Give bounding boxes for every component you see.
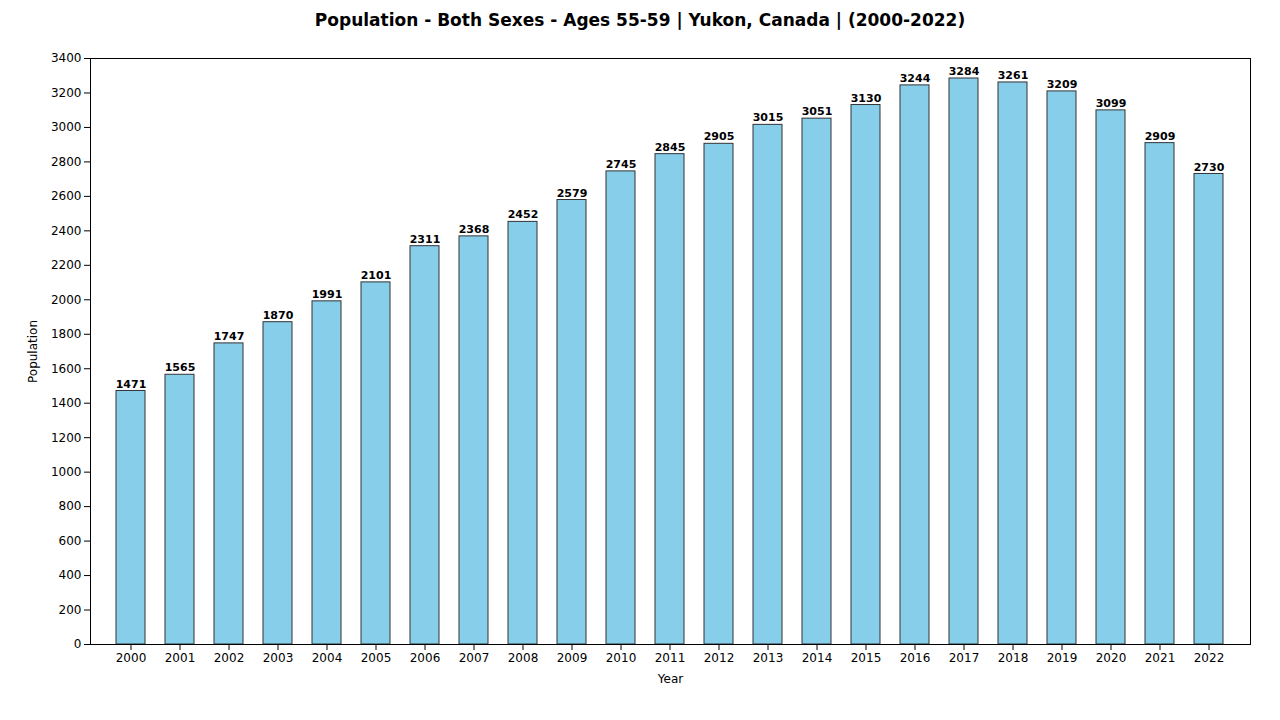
- svg-text:1870: 1870: [263, 309, 294, 322]
- svg-text:2001: 2001: [165, 651, 196, 665]
- svg-text:2009: 2009: [557, 651, 588, 665]
- svg-text:2008: 2008: [508, 651, 539, 665]
- svg-text:1800: 1800: [51, 327, 82, 341]
- svg-text:3261: 3261: [998, 69, 1029, 82]
- svg-text:2011: 2011: [655, 651, 686, 665]
- svg-text:2004: 2004: [312, 651, 343, 665]
- svg-text:1000: 1000: [51, 465, 82, 479]
- svg-text:2006: 2006: [410, 651, 441, 665]
- svg-text:2200: 2200: [51, 258, 82, 272]
- svg-text:1400: 1400: [51, 396, 82, 410]
- svg-text:2000: 2000: [51, 293, 82, 307]
- svg-text:3000: 3000: [51, 120, 82, 134]
- svg-text:2021: 2021: [1145, 651, 1176, 665]
- svg-text:3015: 3015: [753, 111, 784, 124]
- svg-text:Population: Population: [26, 320, 40, 383]
- svg-text:2020: 2020: [1096, 651, 1127, 665]
- svg-text:2014: 2014: [802, 651, 833, 665]
- svg-text:2579: 2579: [557, 187, 588, 200]
- html-text:Population - Both Sexes - Ages: Population - Both Sexes - Ages 55-59 | Y…: [314, 10, 966, 30]
- svg-text:2005: 2005: [361, 651, 392, 665]
- svg-text:2800: 2800: [51, 155, 82, 169]
- svg-text:2400: 2400: [51, 224, 82, 238]
- svg-text:800: 800: [59, 499, 82, 513]
- svg-text:2600: 2600: [51, 189, 82, 203]
- svg-text:2101: 2101: [361, 269, 392, 282]
- svg-text:2012: 2012: [704, 651, 735, 665]
- svg-text:2016: 2016: [900, 651, 931, 665]
- svg-text:3209: 3209: [1047, 78, 1078, 91]
- svg-text:1471: 1471: [116, 377, 147, 390]
- svg-text:2368: 2368: [459, 223, 490, 236]
- svg-text:2018: 2018: [998, 651, 1029, 665]
- svg-text:400: 400: [59, 568, 82, 582]
- svg-text:2905: 2905: [704, 130, 735, 143]
- svg-text:2007: 2007: [459, 651, 490, 665]
- svg-text:0: 0: [74, 637, 82, 651]
- svg-text:3244: 3244: [900, 72, 931, 85]
- svg-text:200: 200: [59, 603, 82, 617]
- svg-text:2003: 2003: [263, 651, 294, 665]
- svg-text:2017: 2017: [949, 651, 980, 665]
- svg-text:Year: Year: [657, 672, 683, 686]
- svg-text:2013: 2013: [753, 651, 784, 665]
- svg-text:2002: 2002: [214, 651, 245, 665]
- svg-text:3200: 3200: [51, 86, 82, 100]
- svg-text:600: 600: [59, 534, 82, 548]
- svg-text:3284: 3284: [949, 65, 980, 78]
- svg-text:2010: 2010: [606, 651, 637, 665]
- svg-text:2019: 2019: [1047, 651, 1078, 665]
- svg-text:3130: 3130: [851, 92, 882, 105]
- svg-text:1747: 1747: [214, 330, 245, 343]
- svg-text:1200: 1200: [51, 431, 82, 445]
- svg-text:3099: 3099: [1096, 97, 1127, 110]
- svg-text:3051: 3051: [802, 105, 833, 118]
- svg-text:2730: 2730: [1194, 160, 1225, 173]
- svg-text:1565: 1565: [165, 361, 196, 374]
- svg-text:2909: 2909: [1145, 130, 1176, 143]
- svg-text:2311: 2311: [410, 233, 441, 246]
- svg-text:2000: 2000: [116, 651, 147, 665]
- svg-text:3400: 3400: [51, 51, 82, 65]
- svg-text:2452: 2452: [508, 208, 539, 221]
- svg-text:1600: 1600: [51, 362, 82, 376]
- svg-text:2022: 2022: [1194, 651, 1225, 665]
- svg-text:1991: 1991: [312, 288, 343, 301]
- svg-text:2845: 2845: [655, 141, 686, 154]
- svg-text:2015: 2015: [851, 651, 882, 665]
- svg-text:2745: 2745: [606, 158, 637, 171]
